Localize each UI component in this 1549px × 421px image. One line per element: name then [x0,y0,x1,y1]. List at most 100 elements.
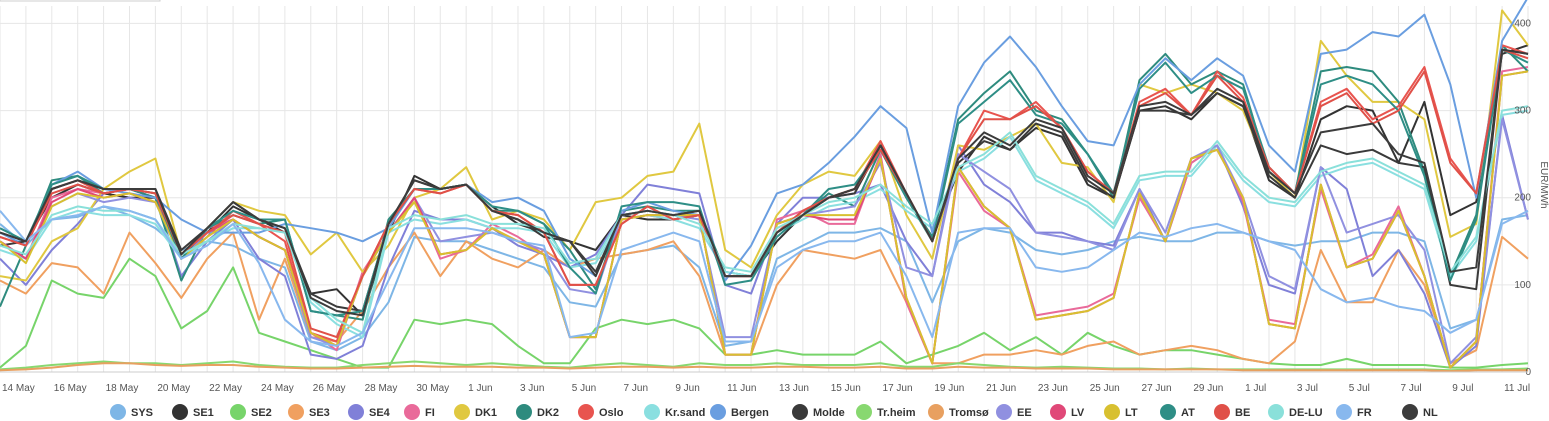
x-tick-label: 9 Jun [675,383,699,394]
legend-swatch [1214,404,1230,420]
x-tick-label: 14 May [2,383,35,394]
legend-item-bergen[interactable]: Bergen [710,404,769,420]
legend-swatch [1402,404,1418,420]
x-tick-label: 22 May [209,383,242,394]
legend-item-troms-[interactable]: Tromsø [928,404,989,420]
top-left-frame [0,0,161,2]
axis-layer: 0 100 200 300 400 14 May 16 May 18 May 20 May 22 … [0,18,1531,394]
legend-item-lt[interactable]: LT [1104,404,1138,420]
legend-label: AT [1181,407,1195,419]
legend-label: LV [1071,407,1085,419]
series-line-se2[interactable] [0,257,1529,369]
x-tick-label: 30 May [416,383,449,394]
legend-swatch [792,404,808,420]
legend-label: DK1 [475,407,497,419]
series-line-dk1[interactable] [0,9,1529,282]
x-tick-label: 3 Jul [1297,383,1318,394]
legend-item-de-lu[interactable]: DE-LU [1268,404,1323,420]
legend-item-ee[interactable]: EE [996,404,1032,420]
legend-label: EE [1017,407,1032,419]
legend-label: SE3 [309,407,330,419]
legend-swatch [230,404,246,420]
legend-label: SE4 [369,407,391,419]
legend-item-se2[interactable]: SE2 [230,404,272,420]
legend-item-kr-sand[interactable]: Kr.sand [644,404,705,420]
legend-item-at[interactable]: AT [1160,404,1195,420]
x-tick-label: 25 Jun [1090,383,1120,394]
legend-item-dk1[interactable]: DK1 [454,404,497,420]
x-tick-label: 23 Jun [1038,383,1068,394]
legend-item-fi[interactable]: FI [404,404,435,420]
legend-item-se3[interactable]: SE3 [288,404,330,420]
legend-item-oslo[interactable]: Oslo [578,404,624,420]
legend-swatch [856,404,872,420]
legend-swatch [710,404,726,420]
legend-item-molde[interactable]: Molde [792,404,845,420]
legend: SYS SE1 SE2 SE3 SE4 FI DK1 DK2 Oslo Kr.sand Bergen… [110,404,1438,420]
series-line-de-lu[interactable] [0,105,1529,334]
legend-item-se1[interactable]: SE1 [172,404,214,420]
legend-swatch [288,404,304,420]
legend-label: DK2 [537,407,559,419]
x-tick-label: 16 May [54,383,87,394]
y-tick-label: 300 [1514,106,1531,117]
legend-label: FI [425,407,435,419]
x-tick-label: 28 May [365,383,398,394]
x-tick-label: 20 May [157,383,190,394]
x-tick-label: 1 Jun [468,383,492,394]
legend-item-se4[interactable]: SE4 [348,404,391,420]
legend-item-sys[interactable]: SYS [110,404,153,420]
x-tick-label: 26 May [313,383,346,394]
legend-swatch [348,404,364,420]
legend-label: Oslo [599,407,624,419]
x-tick-label: 18 May [106,383,139,394]
legend-item-lv[interactable]: LV [1050,404,1085,420]
legend-swatch [1104,404,1120,420]
x-tick-label: 1 Jul [1245,383,1266,394]
series-line-bergen[interactable] [0,0,1528,282]
legend-label: Kr.sand [665,407,705,419]
legend-label: BE [1235,407,1250,419]
legend-item-be[interactable]: BE [1214,404,1250,420]
series-line-fr[interactable] [0,205,1529,347]
legend-item-tr-heim[interactable]: Tr.heim [856,404,916,420]
x-tick-label: 13 Jun [779,383,809,394]
legend-label: Bergen [731,407,769,419]
series-line-troms-[interactable] [0,362,1528,373]
legend-item-nl[interactable]: NL [1402,404,1438,420]
x-tick-label: 29 Jun [1193,383,1223,394]
legend-label: SE1 [193,407,214,419]
legend-item-fr[interactable]: FR [1336,404,1372,420]
series-line-lt[interactable] [0,70,1529,369]
x-tick-label: 27 Jun [1142,383,1172,394]
legend-swatch [1160,404,1176,420]
series-line-se3[interactable] [0,231,1529,365]
legend-label: Tr.heim [877,407,916,419]
legend-swatch [172,404,188,420]
legend-swatch [516,404,532,420]
legend-item-dk2[interactable]: DK2 [516,404,559,420]
legend-swatch [110,404,126,420]
legend-label: FR [1357,407,1372,419]
legend-swatch [404,404,420,420]
x-tick-label: 9 Jul [1452,383,1473,394]
legend-swatch [1268,404,1284,420]
legend-swatch [454,404,470,420]
series-line-nl[interactable] [0,48,1529,317]
legend-swatch [644,404,660,420]
y-tick-label: 400 [1514,18,1531,29]
legend-swatch [1336,404,1352,420]
x-tick-label: 21 Jun [986,383,1016,394]
legend-swatch [578,404,594,420]
legend-label: LT [1125,407,1138,419]
x-tick-label: 15 Jun [831,383,861,394]
x-tick-label: 11 Jun [727,383,756,394]
legend-label: NL [1423,407,1438,419]
legend-label: Molde [813,407,845,419]
x-tick-label: 5 Jun [572,383,596,394]
x-tick-label: 19 Jun [934,383,964,394]
y-tick-label: 0 [1525,367,1531,378]
y-tick-label: 100 [1514,280,1531,291]
